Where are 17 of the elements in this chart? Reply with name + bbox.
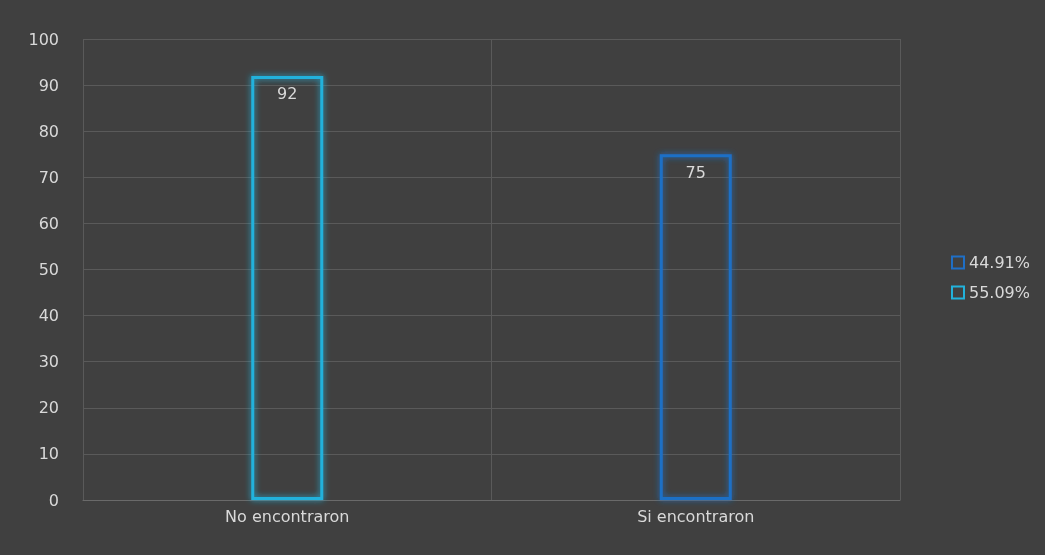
y-tick-label: 40 bbox=[38, 306, 59, 326]
y-tick-label: 10 bbox=[38, 444, 59, 464]
x-tick-label: Si encontraron bbox=[637, 506, 755, 526]
x-tick-label: No encontraron bbox=[225, 506, 350, 526]
y-tick-label: 80 bbox=[38, 121, 59, 141]
y-tick-label: 20 bbox=[38, 398, 59, 418]
y-tick-label: 0 bbox=[48, 490, 59, 510]
y-tick-label: 30 bbox=[38, 352, 59, 372]
y-tick-label: 60 bbox=[38, 213, 59, 233]
data-label: 75 bbox=[685, 162, 706, 182]
y-tick-label: 90 bbox=[38, 75, 59, 95]
y-tick-label: 100 bbox=[28, 29, 59, 49]
legend-label: 44.91% bbox=[968, 253, 1031, 272]
data-label: 92 bbox=[277, 84, 298, 104]
y-tick-label: 70 bbox=[38, 167, 59, 187]
legend-label: 55.09% bbox=[968, 283, 1031, 302]
y-tick-label: 50 bbox=[38, 260, 59, 279]
